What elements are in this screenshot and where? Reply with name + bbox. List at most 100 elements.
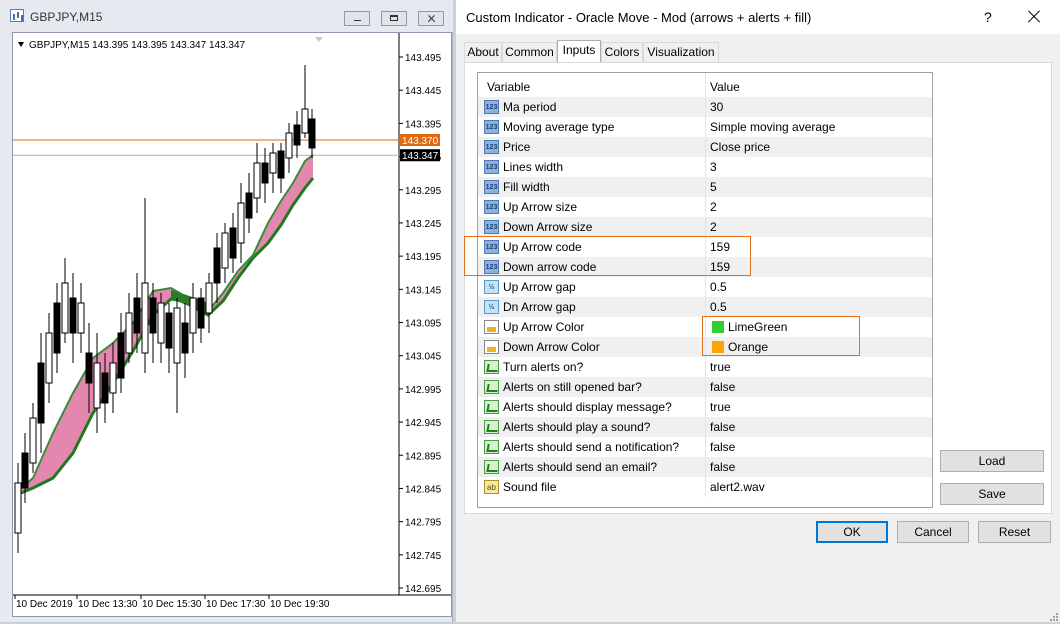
param-row[interactable]: ab Sound file alert2.wav <box>478 477 932 497</box>
header-divider <box>705 73 706 97</box>
param-name: Sound file <box>503 480 557 494</box>
column-divider <box>705 117 706 137</box>
column-divider <box>705 157 706 177</box>
chart-window: GBPJPY,M15 GBPJPY,M15 143.395 143.395 14… <box>0 0 453 622</box>
price-label: 142.995 <box>405 385 442 396</box>
candle-body <box>285 132 293 159</box>
ok-button[interactable]: OK <box>816 521 888 543</box>
column-divider <box>705 97 706 117</box>
candle-body <box>29 417 37 464</box>
param-row[interactable]: ½ Up Arrow gap 0.5 <box>478 277 932 297</box>
param-name: Price <box>503 140 531 154</box>
param-row[interactable]: Up Arrow Color LimeGreen <box>478 317 932 337</box>
param-type-dbl-icon: ½ <box>484 300 499 314</box>
cancel-button[interactable]: Cancel <box>897 521 969 543</box>
param-row[interactable]: 123 Price Close price <box>478 137 932 157</box>
param-value[interactable]: true <box>710 360 731 374</box>
param-name: Up Arrow code <box>503 240 582 254</box>
param-value[interactable]: 159 <box>710 260 731 274</box>
param-type-int-icon: 123 <box>484 120 499 134</box>
save-button[interactable]: Save <box>940 483 1044 505</box>
param-value[interactable]: false <box>710 440 736 454</box>
param-row[interactable]: 123 Up Arrow size 2 <box>478 197 932 217</box>
param-type-int-icon: 123 <box>484 200 499 214</box>
tab-visualization[interactable]: Visualization <box>643 42 719 62</box>
param-value[interactable]: Orange <box>728 340 769 354</box>
param-value[interactable]: 0.5 <box>710 280 727 294</box>
column-divider <box>705 297 706 317</box>
param-row[interactable]: 123 Moving average type Simple moving aver… <box>478 117 932 137</box>
param-value[interactable]: alert2.wav <box>710 480 765 494</box>
candle-body <box>205 282 213 314</box>
resize-grip-icon[interactable] <box>1048 610 1058 621</box>
price-chart[interactable]: GBPJPY,M15 143.395 143.395 143.347 143.3… <box>12 32 452 617</box>
candle-body <box>53 302 61 354</box>
price-label: 143.445 <box>405 86 442 97</box>
chart-close-button[interactable] <box>418 11 444 26</box>
param-type-int-icon: 123 <box>484 160 499 174</box>
param-value[interactable]: 3 <box>710 160 717 174</box>
param-name: Up Arrow gap <box>503 280 576 294</box>
param-row[interactable]: 123 Lines width 3 <box>478 157 932 177</box>
param-row[interactable]: Alerts on still opened bar? false <box>478 377 932 397</box>
candle-body <box>189 297 197 334</box>
candle-body <box>109 362 117 394</box>
dialog-close-icon[interactable] <box>1026 8 1042 24</box>
param-row[interactable]: Turn alerts on? true <box>478 357 932 377</box>
param-row[interactable]: ½ Dn Arrow gap 0.5 <box>478 297 932 317</box>
param-name: Moving average type <box>503 120 615 134</box>
param-value[interactable]: 5 <box>710 180 717 194</box>
param-row[interactable]: Alerts should display message? true <box>478 397 932 417</box>
candle-body <box>133 297 141 334</box>
reset-button[interactable]: Reset <box>978 521 1051 543</box>
header-value[interactable]: Value <box>710 80 740 94</box>
param-value[interactable]: 2 <box>710 220 717 234</box>
param-row[interactable]: 123 Up Arrow code 159 <box>478 237 932 257</box>
param-value[interactable]: Close price <box>710 140 771 154</box>
column-divider <box>705 417 706 437</box>
candle-body <box>85 352 93 384</box>
param-value[interactable]: Simple moving average <box>710 120 836 134</box>
param-value[interactable]: false <box>710 380 736 394</box>
tab-inputs[interactable]: Inputs <box>557 40 601 62</box>
minimize-button[interactable] <box>344 11 370 26</box>
param-value[interactable]: 2 <box>710 200 717 214</box>
param-row[interactable]: 123 Ma period 30 <box>478 97 932 117</box>
param-value[interactable]: false <box>710 420 736 434</box>
param-row[interactable]: Alerts should send an email? false <box>478 457 932 477</box>
param-row[interactable]: Alerts should send a notification? false <box>478 437 932 457</box>
column-divider <box>705 177 706 197</box>
param-value[interactable]: 0.5 <box>710 300 727 314</box>
param-row[interactable]: 123 Down Arrow size 2 <box>478 217 932 237</box>
price-label: 142.945 <box>405 418 442 429</box>
param-row[interactable]: Alerts should play a sound? false <box>478 417 932 437</box>
param-row[interactable]: Down Arrow Color Orange <box>478 337 932 357</box>
header-variable[interactable]: Variable <box>487 80 531 94</box>
column-divider <box>705 377 706 397</box>
chart-window-title: GBPJPY,M15 <box>30 10 103 24</box>
column-divider <box>705 397 706 417</box>
param-value[interactable]: true <box>710 400 731 414</box>
dialog-title-bar: Custom Indicator - Oracle Move - Mod (ar… <box>456 0 1060 34</box>
candle-body <box>229 227 237 259</box>
tab-about[interactable]: About <box>464 42 502 62</box>
param-value[interactable]: 159 <box>710 240 731 254</box>
param-value[interactable]: 30 <box>710 100 724 114</box>
color-swatch[interactable] <box>712 321 724 333</box>
param-value[interactable]: false <box>710 460 736 474</box>
maximize-button[interactable] <box>381 11 407 26</box>
param-type-int-icon: 123 <box>484 180 499 194</box>
time-label: 10 Dec 17:30 <box>206 599 266 610</box>
param-row[interactable]: 123 Down arrow code 159 <box>478 257 932 277</box>
color-swatch[interactable] <box>712 341 724 353</box>
parameters-grid[interactable]: Variable Value 123 Ma period 30 123 Moving a… <box>477 72 933 508</box>
help-button[interactable]: ? <box>984 9 992 25</box>
price-label: 142.795 <box>405 518 442 529</box>
maximize-icon <box>382 12 406 25</box>
param-row[interactable]: 123 Fill width 5 <box>478 177 932 197</box>
tab-colors[interactable]: Colors <box>601 42 643 62</box>
tab-common[interactable]: Common <box>502 42 557 62</box>
param-value[interactable]: LimeGreen <box>728 320 788 334</box>
price-label: 143.245 <box>405 219 442 230</box>
load-button[interactable]: Load <box>940 450 1044 472</box>
